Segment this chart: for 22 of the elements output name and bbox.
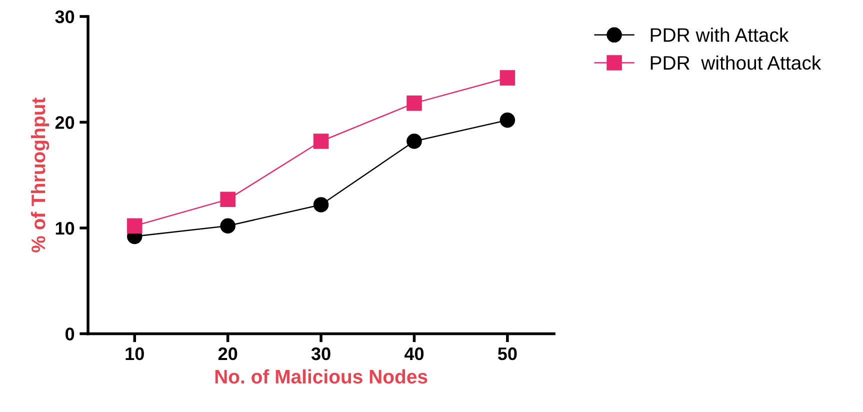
legend-label: PDR with Attack [650, 28, 789, 42]
point [313, 134, 329, 149]
x-tick-label: 40 [404, 347, 424, 360]
point [313, 197, 329, 212]
x-tick-label: 50 [498, 347, 517, 360]
point [220, 218, 236, 234]
point [406, 134, 422, 149]
x-tick-label: 30 [311, 347, 330, 360]
x-tick-label: 20 [218, 347, 238, 360]
y-tick-label: 20 [55, 116, 74, 129]
x-axis-title: No. of Malicious Nodes [215, 369, 428, 384]
point [500, 70, 516, 86]
y-tick-label: 0 [66, 328, 74, 340]
y-axis-title: % of Thruoghput [30, 98, 50, 252]
legend-label: PDR without Attack [650, 55, 822, 70]
point [406, 96, 422, 111]
point [220, 192, 236, 208]
y-tick-label: 10 [56, 222, 74, 235]
x-tick-label: 10 [126, 347, 144, 360]
point [500, 112, 516, 128]
point [126, 218, 142, 234]
y-tick-label: 30 [55, 10, 74, 24]
